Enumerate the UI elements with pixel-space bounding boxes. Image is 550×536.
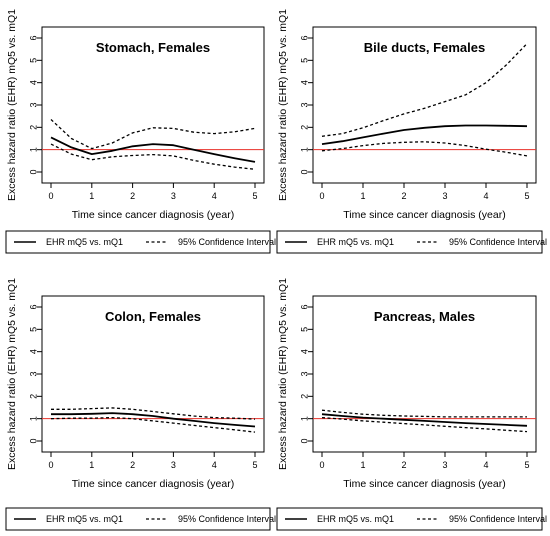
y-tick-label: 3 bbox=[299, 371, 309, 376]
x-axis-label: Time since cancer diagnosis (year) bbox=[343, 209, 505, 221]
legend: EHR mQ5 vs. mQ1 95% Confidence Interval bbox=[5, 230, 276, 254]
y-tick-label: 6 bbox=[299, 35, 309, 40]
x-tick-label: 1 bbox=[89, 191, 94, 201]
y-tick-label: 2 bbox=[299, 125, 309, 130]
panel-3: Colon, Females 0 1 2 3 4 5 6 0 1 2 3 4 5 Time since ca… bbox=[5, 278, 276, 531]
series-estimate-line bbox=[321, 124, 528, 145]
x-tick-label: 4 bbox=[212, 191, 217, 201]
series-lower-line bbox=[321, 141, 528, 157]
panel-2: Bile ducts, Females 0 1 2 3 4 5 6 0 1 2 3 4 5 Time sin… bbox=[276, 9, 547, 254]
y-tick-label: 5 bbox=[28, 58, 38, 63]
y-tick-label: 4 bbox=[28, 80, 38, 85]
x-tick-label: 5 bbox=[524, 460, 529, 470]
x-tick-label: 0 bbox=[319, 460, 324, 470]
x-tick-label: 5 bbox=[252, 191, 257, 201]
y-tick-label: 5 bbox=[28, 327, 38, 332]
y-tick-label: 1 bbox=[299, 416, 309, 421]
x-tick-label: 0 bbox=[319, 191, 324, 201]
y-axis-label: Excess hazard ratio (EHR) mQ5 vs. mQ1 bbox=[6, 9, 18, 201]
series-lower-line bbox=[50, 143, 256, 170]
legend-dashed-label: 95% Confidence Interval bbox=[178, 514, 276, 524]
x-axis-label: Time since cancer diagnosis (year) bbox=[72, 478, 234, 490]
y-tick-label: 1 bbox=[28, 416, 38, 421]
y-tick-label: 1 bbox=[28, 147, 38, 152]
series-upper-line bbox=[321, 43, 528, 137]
x-tick-label: 2 bbox=[401, 460, 406, 470]
y-tick-label: 4 bbox=[299, 349, 309, 354]
y-tick-label: 2 bbox=[28, 394, 38, 399]
y-tick-label: 4 bbox=[299, 80, 309, 85]
y-tick-label: 3 bbox=[299, 102, 309, 107]
y-tick-label: 3 bbox=[28, 102, 38, 107]
legend-solid-label: EHR mQ5 vs. mQ1 bbox=[46, 237, 123, 247]
y-tick-label: 0 bbox=[299, 438, 309, 443]
series-lower-line bbox=[50, 416, 256, 433]
x-axis-label: Time since cancer diagnosis (year) bbox=[343, 478, 505, 490]
chart-title: Bile ducts, Females bbox=[364, 40, 485, 55]
y-tick-label: 2 bbox=[28, 125, 38, 130]
y-tick-label: 6 bbox=[299, 304, 309, 309]
y-tick-label: 4 bbox=[28, 349, 38, 354]
x-tick-label: 4 bbox=[212, 460, 217, 470]
x-tick-label: 5 bbox=[524, 191, 529, 201]
y-tick-label: 1 bbox=[299, 147, 309, 152]
x-tick-label: 5 bbox=[252, 460, 257, 470]
legend-solid-label: EHR mQ5 vs. mQ1 bbox=[46, 514, 123, 524]
legend: EHR mQ5 vs. mQ1 95% Confidence Interval bbox=[5, 507, 276, 531]
x-tick-label: 1 bbox=[89, 460, 94, 470]
series-estimate-line bbox=[50, 136, 256, 163]
y-axis-label: Excess hazard ratio (EHR) mQ5 vs. mQ1 bbox=[277, 9, 289, 201]
x-tick-label: 1 bbox=[360, 191, 365, 201]
series-upper-line bbox=[50, 119, 256, 150]
x-tick-label: 2 bbox=[130, 191, 135, 201]
legend-dashed-label: 95% Confidence Interval bbox=[449, 514, 547, 524]
legend-frame bbox=[5, 230, 271, 254]
legend-solid-label: EHR mQ5 vs. mQ1 bbox=[317, 514, 394, 524]
y-tick-label: 0 bbox=[28, 438, 38, 443]
y-tick-label: 5 bbox=[299, 58, 309, 63]
y-tick-label: 6 bbox=[28, 35, 38, 40]
legend-dashed-label: 95% Confidence Interval bbox=[449, 237, 547, 247]
x-tick-label: 2 bbox=[130, 460, 135, 470]
x-tick-label: 0 bbox=[48, 191, 53, 201]
y-tick-label: 6 bbox=[28, 304, 38, 309]
legend-frame bbox=[5, 507, 271, 531]
x-tick-label: 0 bbox=[48, 460, 53, 470]
legend-frame bbox=[276, 230, 543, 254]
x-tick-label: 3 bbox=[171, 191, 176, 201]
x-tick-label: 2 bbox=[401, 191, 406, 201]
x-axis-label: Time since cancer diagnosis (year) bbox=[72, 209, 234, 221]
series-upper-line bbox=[51, 407, 256, 420]
y-tick-label: 5 bbox=[299, 327, 309, 332]
chart-title: Stomach, Females bbox=[96, 40, 210, 55]
panel-4: Pancreas, Males 0 1 2 3 4 5 6 0 1 2 3 4 5 Time since c… bbox=[276, 278, 547, 531]
legend: EHR mQ5 vs. mQ1 95% Confidence Interval bbox=[276, 507, 547, 531]
legend-solid-label: EHR mQ5 vs. mQ1 bbox=[317, 237, 394, 247]
series-upper-line bbox=[321, 409, 527, 418]
series-estimate-line bbox=[321, 413, 528, 427]
x-tick-label: 1 bbox=[360, 460, 365, 470]
legend-dashed-label: 95% Confidence Interval bbox=[178, 237, 276, 247]
panel-1: Stomach, Females 0 1 2 3 4 5 6 0 1 2 3 4 5 Time since … bbox=[5, 9, 276, 254]
x-tick-label: 4 bbox=[483, 191, 488, 201]
legend: EHR mQ5 vs. mQ1 95% Confidence Interval bbox=[276, 230, 547, 254]
series-lower-line bbox=[321, 416, 528, 433]
y-axis-label: Excess hazard ratio (EHR) mQ5 vs. mQ1 bbox=[6, 278, 18, 470]
legend-frame bbox=[276, 507, 543, 531]
chart-title: Pancreas, Males bbox=[374, 309, 475, 324]
x-tick-label: 4 bbox=[483, 460, 488, 470]
x-tick-label: 3 bbox=[442, 191, 447, 201]
y-tick-label: 0 bbox=[299, 169, 309, 174]
chart-title: Colon, Females bbox=[105, 309, 201, 324]
y-tick-label: 2 bbox=[299, 394, 309, 399]
y-tick-label: 3 bbox=[28, 371, 38, 376]
y-tick-label: 0 bbox=[28, 169, 38, 174]
x-tick-label: 3 bbox=[442, 460, 447, 470]
y-axis-label: Excess hazard ratio (EHR) mQ5 vs. mQ1 bbox=[277, 278, 289, 470]
series-estimate-line bbox=[51, 412, 256, 428]
x-tick-label: 3 bbox=[171, 460, 176, 470]
